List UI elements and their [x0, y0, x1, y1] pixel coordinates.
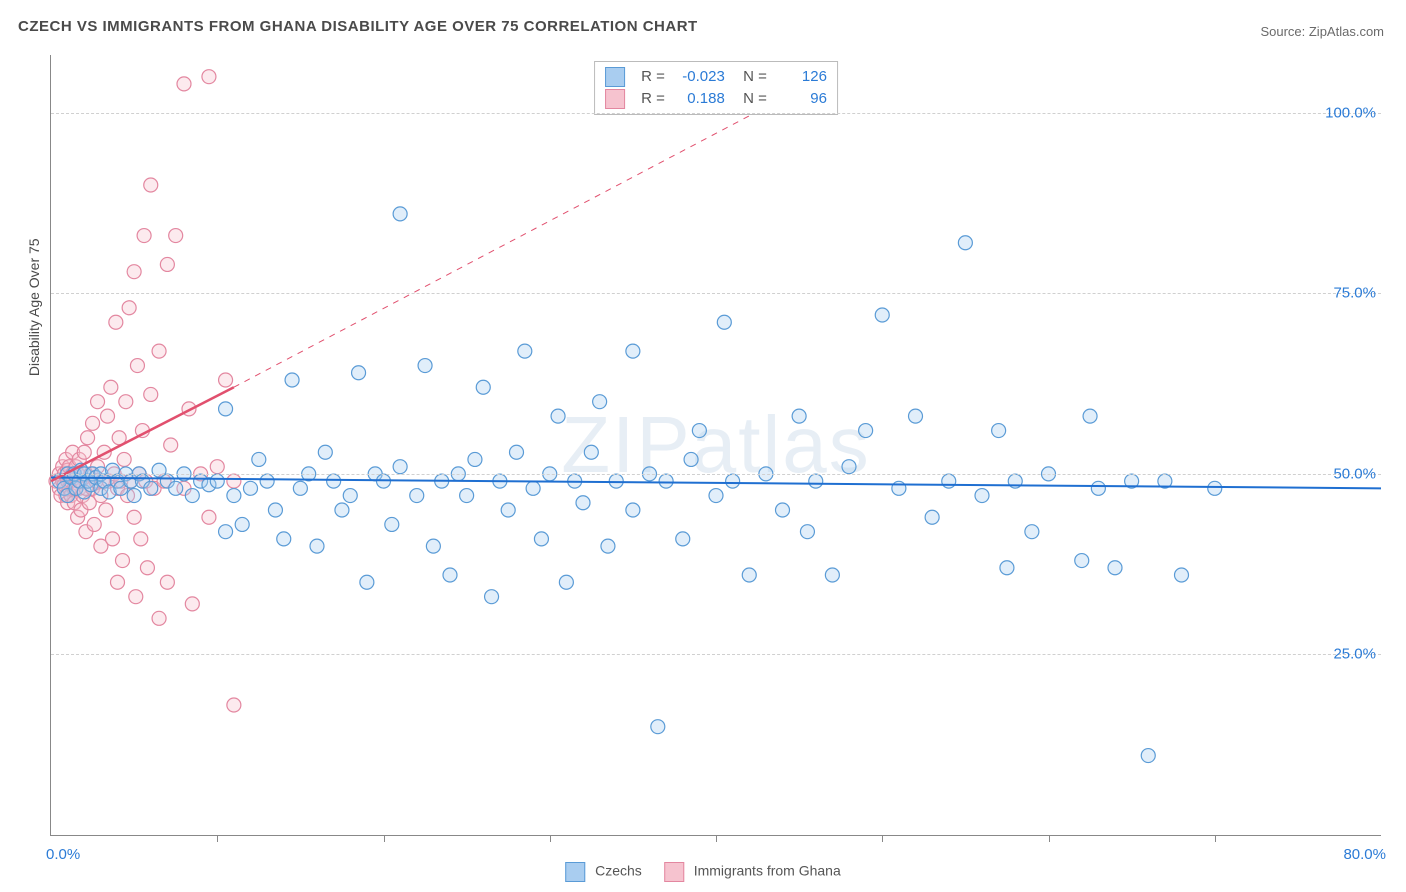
swatch-czechs-icon [565, 862, 585, 882]
source-label: Source: ZipAtlas.com [1260, 24, 1384, 39]
legend-item-czechs: Czechs [565, 862, 642, 882]
chart-title: CZECH VS IMMIGRANTS FROM GHANA DISABILIT… [18, 18, 698, 35]
stats-r-czechs: -0.023 [675, 66, 725, 88]
stats-n-label: N = [735, 66, 767, 88]
swatch-czechs [605, 67, 625, 87]
y-tick-label: 25.0% [1333, 646, 1376, 663]
y-tick-label: 50.0% [1333, 465, 1376, 482]
y-tick-label: 75.0% [1333, 285, 1376, 302]
stats-n-czechs: 126 [777, 66, 827, 88]
scatter-svg [51, 55, 1381, 835]
stats-n-ghana: 96 [777, 88, 827, 110]
stats-r-ghana: 0.188 [675, 88, 725, 110]
correlation-stats-box: R = -0.023 N = 126 R = 0.188 N = 96 [594, 61, 838, 115]
stats-row-ghana: R = 0.188 N = 96 [605, 88, 827, 110]
y-axis-label: Disability Age Over 75 [26, 238, 42, 376]
stats-r-label: R = [641, 88, 665, 110]
stats-row-czechs: R = -0.023 N = 126 [605, 66, 827, 88]
plot-area: ZIPatlas R = -0.023 N = 126 R = 0.188 N … [50, 55, 1381, 836]
legend-label-czechs: Czechs [595, 863, 642, 879]
y-tick-label: 100.0% [1325, 104, 1376, 121]
legend-item-ghana: Immigrants from Ghana [664, 862, 841, 882]
x-axis-min-label: 0.0% [46, 846, 80, 863]
legend-label-ghana: Immigrants from Ghana [694, 863, 841, 879]
x-axis-max-label: 80.0% [1343, 846, 1386, 863]
stats-n-label: N = [735, 88, 767, 110]
swatch-ghana [605, 89, 625, 109]
legend: Czechs Immigrants from Ghana [565, 862, 841, 882]
swatch-ghana-icon [664, 862, 684, 882]
stats-r-label: R = [641, 66, 665, 88]
